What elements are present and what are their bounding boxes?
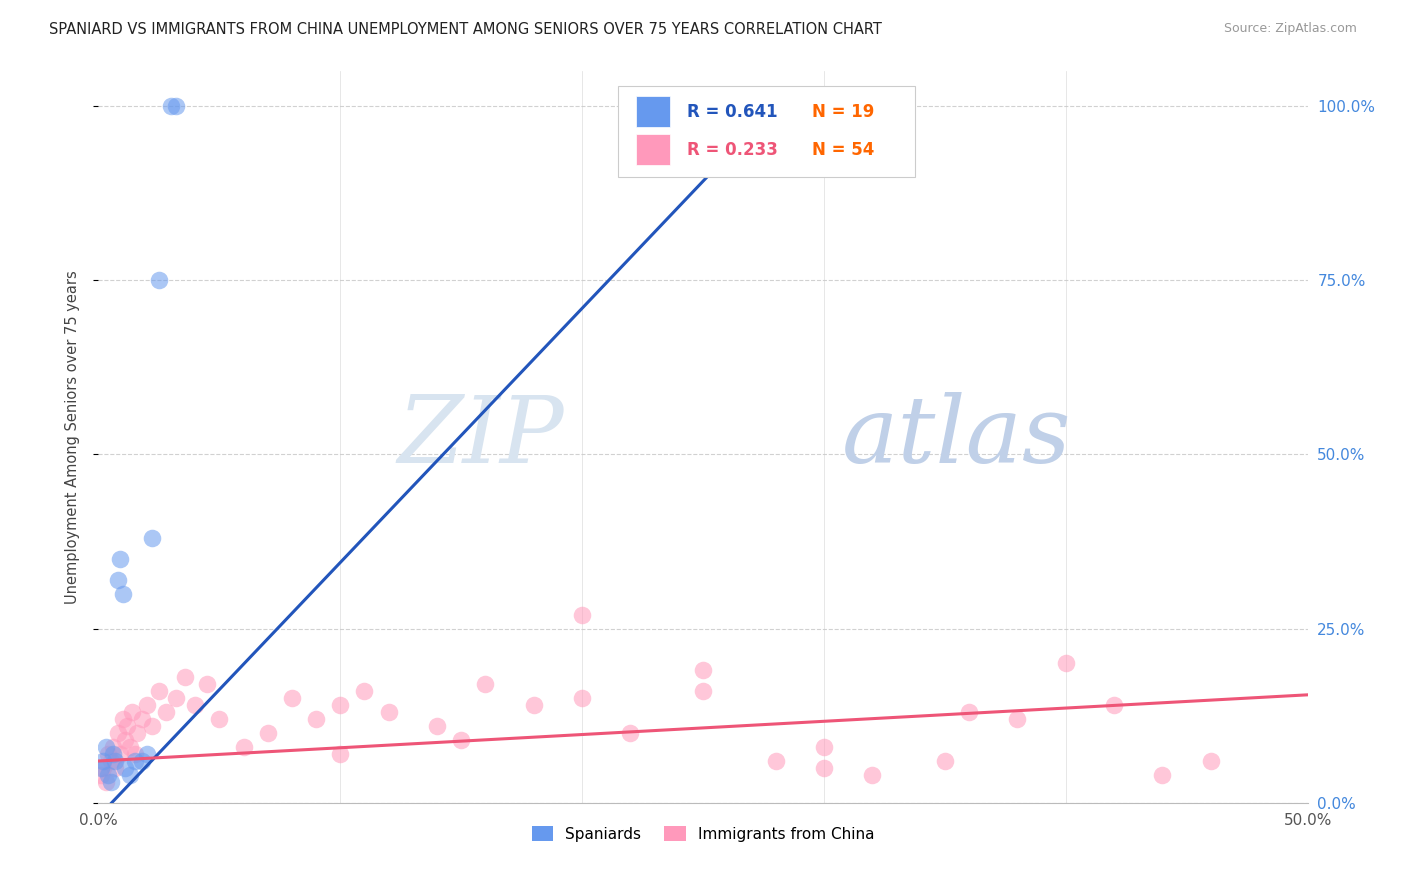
Point bbox=[97, 768, 120, 782]
Point bbox=[114, 761, 136, 775]
Point bbox=[165, 99, 187, 113]
Point bbox=[353, 684, 375, 698]
Point bbox=[121, 705, 143, 719]
Point bbox=[97, 747, 120, 761]
Point bbox=[1152, 768, 1174, 782]
FancyBboxPatch shape bbox=[637, 96, 671, 127]
Point bbox=[765, 754, 787, 768]
Point bbox=[281, 691, 304, 706]
Point bbox=[165, 691, 187, 706]
Point bbox=[104, 761, 127, 775]
Point bbox=[111, 587, 134, 601]
Point bbox=[1054, 657, 1077, 671]
Point bbox=[135, 698, 157, 713]
Point bbox=[208, 712, 231, 726]
Point bbox=[377, 705, 399, 719]
Point bbox=[813, 761, 835, 775]
Point bbox=[426, 719, 449, 733]
Point bbox=[934, 754, 956, 768]
Point bbox=[111, 712, 134, 726]
Point bbox=[94, 740, 117, 755]
Point bbox=[91, 761, 114, 775]
Text: N = 54: N = 54 bbox=[811, 141, 875, 159]
Point bbox=[107, 726, 129, 740]
Point bbox=[155, 705, 177, 719]
FancyBboxPatch shape bbox=[619, 86, 915, 178]
Point bbox=[571, 691, 593, 706]
Point bbox=[90, 761, 112, 775]
Legend: Spaniards, Immigrants from China: Spaniards, Immigrants from China bbox=[526, 820, 880, 847]
Point bbox=[117, 719, 139, 733]
Point bbox=[329, 747, 352, 761]
Point bbox=[118, 768, 141, 782]
Point bbox=[108, 552, 131, 566]
Text: SPANIARD VS IMMIGRANTS FROM CHINA UNEMPLOYMENT AMONG SENIORS OVER 75 YEARS CORRE: SPANIARD VS IMMIGRANTS FROM CHINA UNEMPL… bbox=[49, 22, 882, 37]
Point bbox=[813, 740, 835, 755]
Point bbox=[100, 775, 122, 789]
Point bbox=[1007, 712, 1029, 726]
Point bbox=[101, 747, 124, 761]
Point bbox=[135, 747, 157, 761]
Point bbox=[90, 768, 112, 782]
Point bbox=[118, 740, 141, 755]
Point bbox=[160, 99, 183, 113]
Point bbox=[108, 747, 131, 761]
Point bbox=[131, 754, 153, 768]
Point bbox=[523, 698, 546, 713]
Point bbox=[107, 573, 129, 587]
Point bbox=[148, 273, 170, 287]
Text: Source: ZipAtlas.com: Source: ZipAtlas.com bbox=[1223, 22, 1357, 36]
Point bbox=[450, 733, 472, 747]
Point bbox=[692, 664, 714, 678]
Point bbox=[101, 740, 124, 755]
Point bbox=[141, 719, 163, 733]
Point bbox=[305, 712, 328, 726]
Text: atlas: atlas bbox=[842, 392, 1071, 482]
Y-axis label: Unemployment Among Seniors over 75 years: Unemployment Among Seniors over 75 years bbox=[65, 270, 80, 604]
Point bbox=[141, 531, 163, 545]
Point bbox=[94, 775, 117, 789]
FancyBboxPatch shape bbox=[637, 135, 671, 165]
Point bbox=[1102, 698, 1125, 713]
Point bbox=[232, 740, 254, 755]
Text: N = 19: N = 19 bbox=[811, 103, 875, 120]
Point bbox=[692, 684, 714, 698]
Point bbox=[148, 684, 170, 698]
Point bbox=[124, 754, 146, 768]
Point bbox=[91, 754, 114, 768]
Point bbox=[100, 754, 122, 768]
Point bbox=[619, 726, 641, 740]
Point bbox=[104, 754, 127, 768]
Text: R = 0.233: R = 0.233 bbox=[688, 141, 778, 159]
Point bbox=[860, 768, 883, 782]
Text: ZIP: ZIP bbox=[398, 392, 564, 482]
Point bbox=[571, 607, 593, 622]
Point bbox=[329, 698, 352, 713]
Point bbox=[474, 677, 496, 691]
Text: R = 0.641: R = 0.641 bbox=[688, 103, 778, 120]
Point bbox=[195, 677, 218, 691]
Point bbox=[256, 726, 278, 740]
Point bbox=[127, 726, 149, 740]
Point bbox=[184, 698, 207, 713]
Point bbox=[957, 705, 980, 719]
Point bbox=[124, 747, 146, 761]
Point bbox=[1199, 754, 1222, 768]
Point bbox=[131, 712, 153, 726]
Point bbox=[114, 733, 136, 747]
Point bbox=[174, 670, 197, 684]
